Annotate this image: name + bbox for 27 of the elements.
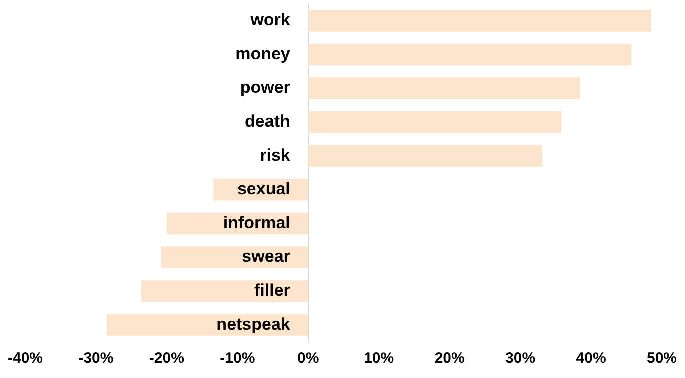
bar	[161, 246, 308, 268]
x-tick-label: 20%	[434, 350, 465, 368]
y-tick-label: informal	[223, 213, 290, 232]
x-tick-label: 0%	[298, 350, 320, 368]
bar	[308, 44, 632, 66]
x-tick-label: -20%	[149, 350, 184, 368]
x-tick-label: 50%	[646, 350, 678, 368]
y-tick-label: risk	[260, 146, 291, 165]
y-tick-label: netspeak	[216, 314, 291, 334]
bar	[308, 78, 580, 100]
y-tick-label: death	[245, 112, 290, 131]
y-tick-label: filler	[254, 280, 291, 300]
x-tick-label: 10%	[364, 350, 394, 368]
x-tick-label: 40%	[576, 350, 606, 368]
y-tick-label: power	[240, 78, 291, 98]
x-tick-label: -10%	[220, 350, 256, 368]
x-tick-label: -30%	[78, 350, 114, 368]
bar	[308, 111, 562, 134]
x-tick-label: 30%	[506, 350, 536, 368]
y-tick-label: sexual	[237, 180, 290, 199]
bar	[141, 280, 308, 302]
x-tick-label: -40%	[8, 350, 44, 368]
bar	[308, 145, 542, 167]
y-tick-label: work	[250, 10, 291, 30]
y-tick-label: swear	[242, 247, 291, 266]
bar	[308, 10, 652, 32]
y-tick-label: money	[236, 44, 291, 64]
